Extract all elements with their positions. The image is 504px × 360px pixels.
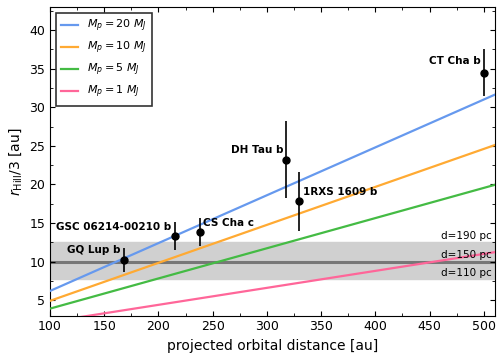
$M_p = 20\ M_J$ [411, 128, 417, 132]
$M_p = 20\ M_J$ [491, 93, 497, 97]
Legend: $M_p = 20\ M_J$, $M_p = 10\ M_J$, $M_p = 5\ M_J$, $M_p = 1\ M_J$: $M_p = 20\ M_J$, $M_p = 10\ M_J$, $M_p =… [55, 13, 152, 106]
$M_p = 10\ M_J$ [47, 299, 53, 303]
$M_p = 1\ M_J$ [311, 278, 318, 283]
$M_p = 5\ M_J$ [261, 247, 267, 251]
Text: d=150 pc: d=150 pc [440, 251, 491, 260]
Line: $M_p = 5\ M_J$: $M_p = 5\ M_J$ [50, 185, 494, 309]
Text: GSC 06214-00210 b: GSC 06214-00210 b [56, 221, 171, 231]
Text: CT Cha b: CT Cha b [429, 57, 480, 66]
Line: $M_p = 10\ M_J$: $M_p = 10\ M_J$ [50, 145, 494, 301]
$M_p = 1\ M_J$ [258, 287, 264, 291]
$M_p = 5\ M_J$ [481, 186, 487, 190]
$M_p = 5\ M_J$ [491, 183, 497, 187]
$M_p = 20\ M_J$ [311, 172, 318, 176]
$M_p = 20\ M_J$ [288, 183, 294, 187]
$M_p = 10\ M_J$ [258, 225, 264, 229]
$M_p = 5\ M_J$ [47, 306, 53, 311]
$M_p = 1\ M_J$ [491, 250, 497, 255]
$M_p = 20\ M_J$ [261, 194, 267, 199]
$M_p = 5\ M_J$ [311, 233, 318, 237]
$M_p = 1\ M_J$ [411, 262, 417, 267]
$M_p = 20\ M_J$ [258, 195, 264, 200]
$M_p = 1\ M_J$ [47, 320, 53, 324]
$M_p = 10\ M_J$ [481, 147, 487, 151]
$M_p = 20\ M_J$ [481, 97, 487, 102]
Text: 1RXS 1609 b: 1RXS 1609 b [303, 187, 377, 197]
$M_p = 10\ M_J$ [288, 215, 294, 219]
$M_p = 10\ M_J$ [491, 143, 497, 147]
$M_p = 1\ M_J$ [481, 252, 487, 256]
$M_p = 1\ M_J$ [288, 282, 294, 286]
$M_p = 10\ M_J$ [311, 206, 318, 210]
$M_p = 5\ M_J$ [258, 248, 264, 252]
X-axis label: projected orbital distance [au]: projected orbital distance [au] [167, 339, 378, 353]
Line: $M_p = 1\ M_J$: $M_p = 1\ M_J$ [50, 252, 494, 322]
Bar [50, 242, 494, 279]
Text: CS Cha c: CS Cha c [203, 218, 254, 228]
Y-axis label: $r_{\mathrm{Hill}}/3$ [au]: $r_{\mathrm{Hill}}/3$ [au] [7, 127, 24, 195]
$M_p = 10\ M_J$ [411, 171, 417, 175]
$M_p = 10\ M_J$ [261, 224, 267, 228]
Text: GQ Lup b: GQ Lup b [67, 246, 120, 256]
Text: DH Tau b: DH Tau b [231, 145, 283, 155]
$M_p = 5\ M_J$ [411, 205, 417, 210]
Text: d=190 pc: d=190 pc [440, 231, 491, 241]
Text: d=110 pc: d=110 pc [440, 268, 491, 278]
$M_p = 5\ M_J$ [288, 239, 294, 244]
Line: $M_p = 20\ M_J$: $M_p = 20\ M_J$ [50, 95, 494, 291]
$M_p = 1\ M_J$ [261, 286, 267, 291]
$M_p = 20\ M_J$ [47, 289, 53, 293]
